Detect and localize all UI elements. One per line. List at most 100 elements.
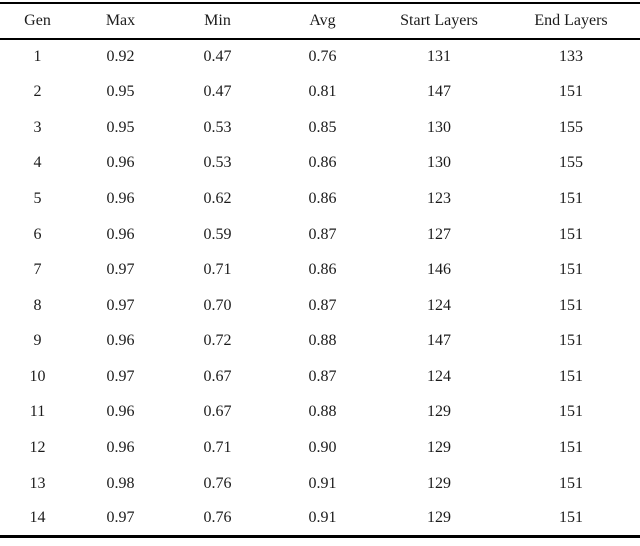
table-cell: 151 <box>559 474 583 492</box>
table-cell: 0.97 <box>106 261 135 279</box>
table-cell: 0.87 <box>308 296 337 314</box>
table-cell: 0.53 <box>203 154 232 172</box>
table-cell: 130 <box>427 118 451 136</box>
table-cell: 0.47 <box>203 83 232 101</box>
table-row: 6 0.96 0.59 0.87 127 151 <box>0 217 640 253</box>
table-cell: 0.88 <box>308 403 337 421</box>
table-cell: 2 <box>33 83 42 101</box>
table-cell: 146 <box>427 261 451 279</box>
table-cell: 0.85 <box>308 118 337 136</box>
table-cell: 4 <box>33 154 42 172</box>
table-cell: 0.96 <box>106 438 135 456</box>
table-cell: 14 <box>29 509 46 527</box>
table-cell: 1 <box>33 48 42 66</box>
table-cell: 0.97 <box>106 296 135 314</box>
table-cell: 0.86 <box>308 154 337 172</box>
table-cell: 0.81 <box>308 83 337 101</box>
table-cell: 151 <box>559 261 583 279</box>
table-row: 5 0.96 0.62 0.86 123 151 <box>0 181 640 217</box>
table-cell: 123 <box>427 190 451 208</box>
table-cell: 0.76 <box>203 509 232 527</box>
table-cell: 0.96 <box>106 403 135 421</box>
table-cell: 151 <box>559 403 583 421</box>
table-cell: 155 <box>559 154 583 172</box>
table-cell: 133 <box>559 48 583 66</box>
column-header: Start Layers <box>400 12 478 29</box>
table-row: 10 0.97 0.67 0.87 124 151 <box>0 359 640 395</box>
table-cell: 151 <box>559 83 583 101</box>
table-cell: 0.76 <box>308 48 337 66</box>
table-row: 11 0.96 0.67 0.88 129 151 <box>0 395 640 431</box>
table-cell: 0.72 <box>203 332 232 350</box>
table-cell: 10 <box>29 367 46 385</box>
table-cell: 0.86 <box>308 190 337 208</box>
table-cell: 0.67 <box>203 403 232 421</box>
table-cell: 5 <box>33 190 42 208</box>
table-cell: 0.95 <box>106 83 135 101</box>
table-cell: 8 <box>33 296 42 314</box>
table-cell: 9 <box>33 332 42 350</box>
table-cell: 124 <box>427 296 451 314</box>
table-cell: 155 <box>559 118 583 136</box>
table-cell: 151 <box>559 190 583 208</box>
table-cell: 151 <box>559 509 583 527</box>
table-cell: 0.96 <box>106 225 135 243</box>
table-cell: 0.88 <box>308 332 337 350</box>
table-cell: 3 <box>33 118 42 136</box>
table-cell: 0.98 <box>106 474 135 492</box>
table-cell: 11 <box>29 403 46 421</box>
table-header: Gen Max Min Avg Start Layers End Layers <box>0 3 640 39</box>
table-cell: 0.67 <box>203 367 232 385</box>
table-cell: 151 <box>559 367 583 385</box>
table-cell: 0.96 <box>106 190 135 208</box>
table-row: 4 0.96 0.53 0.86 130 155 <box>0 146 640 182</box>
table-cell: 0.87 <box>308 367 337 385</box>
table-cell: 151 <box>559 332 583 350</box>
table-cell: 0.97 <box>106 367 135 385</box>
table-row: 13 0.98 0.76 0.91 129 151 <box>0 466 640 502</box>
table-body: 1 0.92 0.47 0.76 131 133 2 0.95 0.47 0.81 147 151 3 0… <box>0 39 640 537</box>
table-cell: 129 <box>427 474 451 492</box>
table-row: 8 0.97 0.70 0.87 124 151 <box>0 288 640 324</box>
table-cell: 124 <box>427 367 451 385</box>
table-cell: 0.90 <box>308 438 337 456</box>
table-cell: 127 <box>427 225 451 243</box>
table-row: 14 0.97 0.76 0.91 129 151 <box>0 501 640 537</box>
table-cell: 0.95 <box>106 118 135 136</box>
table-cell: 13 <box>29 474 46 492</box>
table-cell: 129 <box>427 438 451 456</box>
table-cell: 0.96 <box>106 332 135 350</box>
table-row: 9 0.96 0.72 0.88 147 151 <box>0 324 640 360</box>
table-cell: 0.96 <box>106 154 135 172</box>
table-cell: 0.76 <box>203 474 232 492</box>
table-cell: 0.86 <box>308 261 337 279</box>
table-row: 2 0.95 0.47 0.81 147 151 <box>0 75 640 111</box>
table-cell: 7 <box>33 261 42 279</box>
column-header: End Layers <box>534 12 608 29</box>
table-row: 1 0.92 0.47 0.76 131 133 <box>0 39 640 75</box>
table-cell: 12 <box>29 438 46 456</box>
table-cell: 0.62 <box>203 190 232 208</box>
table-cell: 0.70 <box>203 296 232 314</box>
table-row: 7 0.97 0.71 0.86 146 151 <box>0 252 640 288</box>
column-header: Avg <box>309 12 336 29</box>
table-header-row: Gen Max Min Avg Start Layers End Layers <box>0 3 640 39</box>
table-cell: 130 <box>427 154 451 172</box>
table-cell: 0.97 <box>106 509 135 527</box>
table-cell: 151 <box>559 438 583 456</box>
table-cell: 0.47 <box>203 48 232 66</box>
table-cell: 6 <box>33 225 42 243</box>
table-cell: 0.53 <box>203 118 232 136</box>
table-cell: 0.59 <box>203 225 232 243</box>
table-cell: 0.87 <box>308 225 337 243</box>
column-header: Gen <box>24 12 51 29</box>
table-cell: 0.71 <box>203 438 232 456</box>
table-cell: 151 <box>559 296 583 314</box>
table-cell: 0.71 <box>203 261 232 279</box>
table-cell: 147 <box>427 332 451 350</box>
table-cell: 0.91 <box>308 474 337 492</box>
table-cell: 129 <box>427 403 451 421</box>
table-row: 12 0.96 0.71 0.90 129 151 <box>0 430 640 466</box>
table-cell: 147 <box>427 83 451 101</box>
